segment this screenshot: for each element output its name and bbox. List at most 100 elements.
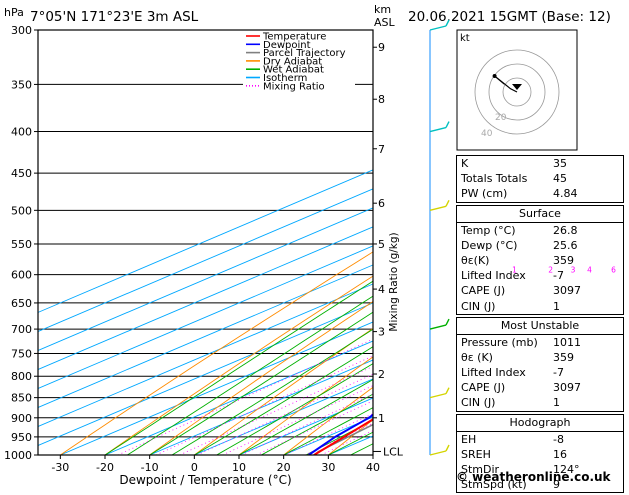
temperature-tick-label: 30 bbox=[321, 461, 335, 474]
wind-barb-flag bbox=[446, 122, 449, 128]
index-label: Temp (°C) bbox=[461, 223, 516, 238]
index-label: CAPE (J) bbox=[461, 283, 505, 298]
index-row: CAPE (J)3097 bbox=[457, 283, 623, 298]
index-value: 26.8 bbox=[553, 223, 619, 238]
pressure-tick-label: 600 bbox=[11, 269, 32, 282]
index-row: θε (K) 359 bbox=[457, 350, 623, 365]
index-row: Lifted Index -7 bbox=[457, 268, 623, 283]
height-tick-label: 1 bbox=[378, 412, 385, 425]
wind-barb-flag bbox=[446, 319, 449, 325]
pressure-tick-label: 350 bbox=[11, 78, 32, 91]
index-label: K bbox=[461, 156, 468, 171]
credit-text: © weatheronline.co.uk bbox=[456, 470, 611, 484]
height-tick-label: 4 bbox=[378, 283, 385, 296]
hodograph-unit-label: kt bbox=[460, 33, 470, 44]
index-label: CIN (J) bbox=[461, 395, 495, 410]
index-value: 1 bbox=[553, 395, 619, 410]
most-unstable-title: Most Unstable bbox=[457, 318, 623, 335]
pressure-tick-label: 550 bbox=[11, 238, 32, 251]
height-tick-label: 6 bbox=[378, 197, 385, 210]
height-tick-label: 8 bbox=[378, 93, 385, 106]
index-label: CAPE (J) bbox=[461, 380, 505, 395]
pressure-tick-label: 950 bbox=[11, 431, 32, 444]
index-row: Temp (°C) 26.8 bbox=[457, 223, 623, 238]
pressure-tick-label: 300 bbox=[11, 24, 32, 37]
index-value: 3097 bbox=[553, 380, 619, 395]
legend-entry: Mixing Ratio bbox=[263, 81, 325, 92]
index-row: K 35 bbox=[457, 156, 623, 171]
temperature-tick-label: -30 bbox=[51, 461, 69, 474]
temperature-tick-label: -20 bbox=[96, 461, 114, 474]
index-row: Totals Totals 45 bbox=[457, 171, 623, 186]
index-value: 16 bbox=[553, 447, 619, 462]
index-label: Lifted Index bbox=[461, 268, 526, 283]
index-value: -7 bbox=[553, 268, 619, 283]
index-value: 359 bbox=[553, 253, 619, 268]
height-unit-label: km bbox=[374, 3, 391, 16]
wind-barb bbox=[430, 26, 446, 30]
plot-frame bbox=[38, 30, 373, 455]
index-value: 25.6 bbox=[553, 238, 619, 253]
height-tick-label: 9 bbox=[378, 41, 385, 54]
index-label: θε (K) bbox=[461, 350, 493, 365]
pressure-tick-label: 500 bbox=[11, 204, 32, 217]
wind-barb-flag bbox=[446, 388, 449, 394]
index-row: Lifted Index-7 bbox=[457, 365, 623, 380]
wind-barb bbox=[430, 451, 446, 455]
hodograph-stats-title: Hodograph bbox=[457, 415, 623, 432]
height-unit-asl-label: ASL bbox=[374, 16, 396, 29]
surface-block: Surface Temp (°C) 26.8 Dewp (°C) 25.6 θε(K… bbox=[456, 205, 624, 315]
index-label: Dewp (°C) bbox=[461, 238, 517, 253]
index-label: θε(K) bbox=[461, 253, 489, 268]
wind-barb bbox=[430, 394, 446, 398]
pressure-tick-label: 850 bbox=[11, 392, 32, 405]
height-tick-label: 3 bbox=[378, 326, 385, 339]
pressure-tick-label: 450 bbox=[11, 167, 32, 180]
index-label: SREH bbox=[461, 447, 491, 462]
index-label: Pressure (mb) bbox=[461, 335, 538, 350]
height-tick-label: 5 bbox=[378, 238, 385, 251]
index-row: Dewp (°C) 25.6 bbox=[457, 238, 623, 253]
index-value: 1011 bbox=[553, 335, 619, 350]
pressure-tick-label: 900 bbox=[11, 412, 32, 425]
indices-table: K 35 Totals Totals 45 PW (cm) 4.84 Surface … bbox=[456, 155, 624, 495]
index-label: PW (cm) bbox=[461, 186, 507, 201]
pressure-tick-label: 400 bbox=[11, 126, 32, 139]
pressure-tick-label: 1000 bbox=[4, 449, 32, 462]
temperature-tick-label: 40 bbox=[366, 461, 380, 474]
datetime-title: 20.06.2021 15GMT (Base: 12) bbox=[408, 9, 611, 25]
height-tick-label: 7 bbox=[378, 143, 385, 156]
mixing-ratio-axis-title: Mixing Ratio (g/kg) bbox=[388, 232, 400, 331]
index-value: 45 bbox=[553, 171, 619, 186]
wind-barb bbox=[430, 128, 446, 132]
index-row: CIN (J) 1 bbox=[457, 395, 623, 410]
lcl-label: LCL bbox=[383, 445, 404, 458]
wind-barb bbox=[430, 206, 446, 210]
index-row: PW (cm) 4.84 bbox=[457, 186, 623, 201]
index-label: Totals Totals bbox=[461, 171, 527, 186]
indices-top-block: K 35 Totals Totals 45 PW (cm) 4.84 bbox=[456, 155, 624, 203]
most-unstable-block: Most Unstable Pressure (mb) 1011 θε (K) 35… bbox=[456, 317, 624, 412]
index-value: 359 bbox=[553, 350, 619, 365]
pressure-tick-label: 650 bbox=[11, 297, 32, 310]
pressure-tick-label: 750 bbox=[11, 347, 32, 360]
index-row: EH -8 bbox=[457, 432, 623, 447]
index-value: 35 bbox=[553, 156, 619, 171]
index-row: CAPE (J) 3097 bbox=[457, 380, 623, 395]
pressure-unit-label: hPa bbox=[4, 6, 24, 19]
index-value: -8 bbox=[553, 432, 619, 447]
hodograph-ring-label: 20 bbox=[495, 113, 507, 123]
location-title: 7°05'N 171°23'E 3m ASL bbox=[30, 9, 199, 25]
index-value: 4.84 bbox=[553, 186, 619, 201]
index-label: Lifted Index bbox=[461, 365, 526, 380]
index-row: CIN (J) 1 bbox=[457, 299, 623, 314]
height-tick-label: 2 bbox=[378, 368, 385, 381]
index-label: CIN (J) bbox=[461, 299, 495, 314]
pressure-tick-label: 700 bbox=[11, 323, 32, 336]
index-row: Pressure (mb) 1011 bbox=[457, 335, 623, 350]
index-label: EH bbox=[461, 432, 476, 447]
wind-barb-flag bbox=[446, 200, 449, 206]
index-value: 1 bbox=[553, 299, 619, 314]
wind-barb-flag bbox=[446, 445, 449, 451]
surface-title: Surface bbox=[457, 206, 623, 223]
